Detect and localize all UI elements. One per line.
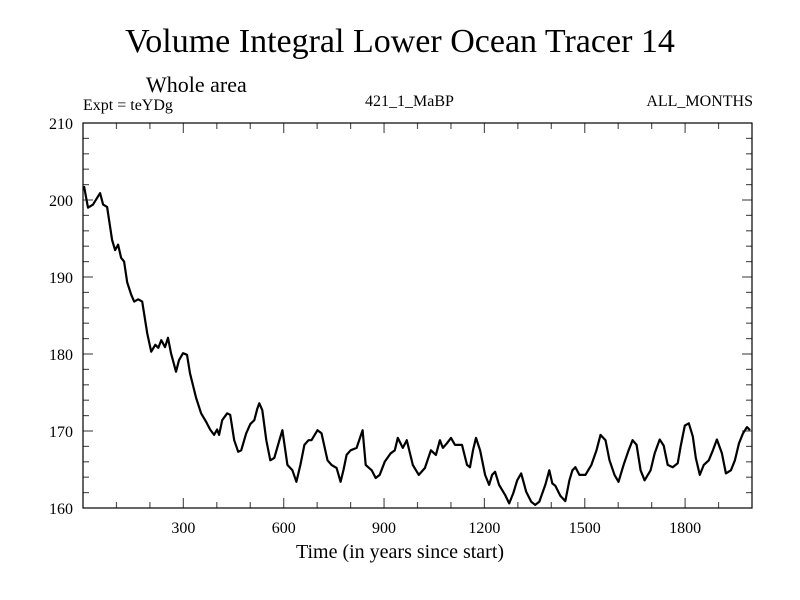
run-label: 421_1_MaBP — [365, 93, 454, 110]
x-axis-label: Time (in years since start) — [295, 541, 505, 563]
series-line — [82, 185, 751, 506]
chart-title: Volume Integral Lower Ocean Tracer 14 — [125, 23, 675, 60]
x-tick-label: 900 — [372, 520, 396, 537]
months-label: ALL_MONTHS — [646, 93, 753, 110]
axis-ticks — [83, 123, 752, 508]
y-tick-label: 170 — [49, 424, 73, 441]
axis-tick-labels: 300 600 900 1200 1500 1800 160 170 180 190 200 210 — [49, 116, 701, 537]
x-tick-label: 300 — [171, 520, 195, 537]
y-tick-label: 200 — [49, 193, 73, 210]
plot-frame — [82, 122, 753, 509]
y-tick-label: 190 — [49, 270, 73, 287]
y-tick-label: 210 — [49, 116, 73, 133]
y-tick-label: 180 — [49, 347, 73, 364]
x-tick-label: 600 — [272, 520, 296, 537]
experiment-label: Expt = teYDg — [83, 97, 173, 114]
x-tick-label: 1200 — [468, 520, 500, 537]
y-tick-label: 160 — [49, 501, 73, 518]
chart-subtitle: Whole area — [146, 72, 247, 97]
x-tick-label: 1800 — [669, 520, 701, 537]
x-tick-label: 1500 — [569, 520, 601, 537]
